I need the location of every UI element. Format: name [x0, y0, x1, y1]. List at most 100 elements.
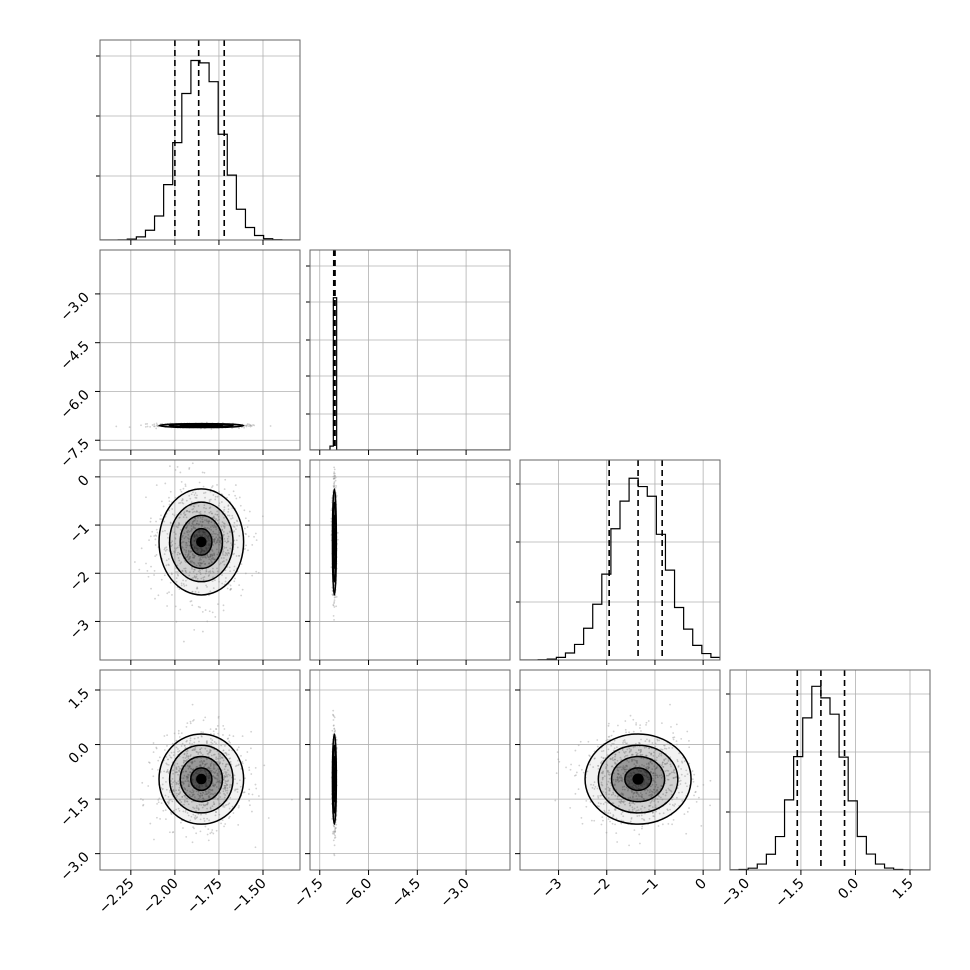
sample-point — [185, 571, 188, 574]
sample-point — [602, 757, 605, 759]
sample-point — [608, 789, 610, 792]
sample-point — [171, 742, 174, 745]
sample-point — [202, 560, 205, 563]
sample-point — [180, 584, 183, 587]
sample-point — [207, 828, 210, 831]
sample-point — [199, 765, 201, 767]
sample-point — [219, 792, 222, 794]
sample-point — [333, 468, 336, 471]
sample-point — [197, 807, 199, 809]
sample-point — [142, 803, 145, 806]
sample-point — [209, 749, 212, 752]
sample-point — [626, 748, 629, 751]
sample-point — [160, 787, 163, 789]
sample-point — [203, 804, 205, 807]
sample-point — [185, 499, 188, 502]
sample-point — [208, 777, 211, 779]
sample-point — [192, 768, 194, 771]
sample-point — [210, 792, 213, 795]
sample-point — [223, 527, 226, 529]
sample-point — [185, 527, 188, 530]
sample-point — [194, 781, 197, 784]
sample-point — [224, 771, 227, 773]
sample-point — [189, 766, 191, 768]
sample-point — [163, 574, 166, 577]
sample-point — [600, 783, 603, 786]
sample-point — [204, 783, 207, 786]
sample-point — [333, 596, 336, 599]
sample-point — [187, 783, 190, 786]
sample-point — [176, 553, 179, 556]
sample-point — [153, 425, 156, 428]
sample-point — [190, 493, 193, 496]
sample-point — [195, 790, 198, 793]
sample-point — [165, 548, 168, 551]
sample-point — [172, 764, 175, 767]
sample-point — [608, 735, 611, 738]
sample-point — [200, 765, 202, 768]
sample-point — [636, 787, 638, 789]
sample-point — [332, 724, 335, 727]
sample-point — [204, 747, 207, 750]
sample-point — [255, 570, 258, 573]
sample-point — [213, 515, 215, 518]
sample-point — [189, 560, 192, 563]
sample-point — [193, 547, 196, 550]
sample-point — [193, 546, 196, 549]
sample-point — [197, 562, 200, 565]
sample-point — [610, 734, 613, 737]
sample-point — [208, 574, 211, 576]
sample-point — [332, 615, 335, 617]
sample-point — [200, 813, 202, 816]
sample-point — [189, 551, 192, 554]
sample-point — [226, 789, 229, 792]
sample-point — [214, 579, 216, 582]
sample-point — [133, 561, 136, 563]
sample-point — [236, 520, 239, 523]
sample-point — [593, 788, 596, 790]
sample-point — [209, 807, 212, 810]
sample-point — [573, 774, 576, 777]
sample-point — [184, 514, 186, 517]
sample-point — [188, 574, 191, 577]
sample-point — [239, 504, 242, 507]
sample-point — [332, 709, 335, 712]
sample-point — [636, 791, 639, 794]
sample-point — [186, 537, 189, 539]
sample-point — [211, 548, 213, 551]
sample-point — [225, 754, 228, 756]
sample-point — [195, 534, 198, 536]
sample-point — [153, 838, 155, 841]
sample-point — [187, 776, 190, 779]
sample-point — [204, 769, 207, 772]
sample-point — [200, 752, 203, 755]
contour — [158, 733, 245, 825]
sample-point — [238, 496, 241, 499]
panel-0-0 — [96, 39, 301, 245]
sample-point — [209, 572, 212, 574]
sample-point — [198, 529, 200, 532]
sample-point — [201, 521, 204, 523]
sample-point — [245, 544, 247, 547]
sample-point — [166, 532, 169, 535]
sample-point — [671, 798, 674, 801]
sample-point — [186, 775, 188, 778]
sample-point — [155, 520, 157, 523]
sample-point — [169, 798, 172, 801]
sample-point — [217, 752, 220, 755]
sample-point — [235, 497, 238, 500]
sample-point — [227, 769, 229, 772]
sample-point — [241, 735, 244, 737]
sample-point — [332, 714, 335, 717]
sample-point — [232, 490, 235, 493]
sample-point — [206, 802, 209, 804]
sample-point — [335, 739, 338, 741]
sample-point — [192, 577, 194, 579]
sample-point — [187, 803, 190, 806]
sample-point — [174, 536, 176, 539]
sample-point — [238, 554, 240, 557]
sample-point — [248, 788, 251, 791]
sample-point — [218, 491, 221, 493]
contour — [189, 767, 213, 792]
sample-point — [198, 794, 201, 797]
